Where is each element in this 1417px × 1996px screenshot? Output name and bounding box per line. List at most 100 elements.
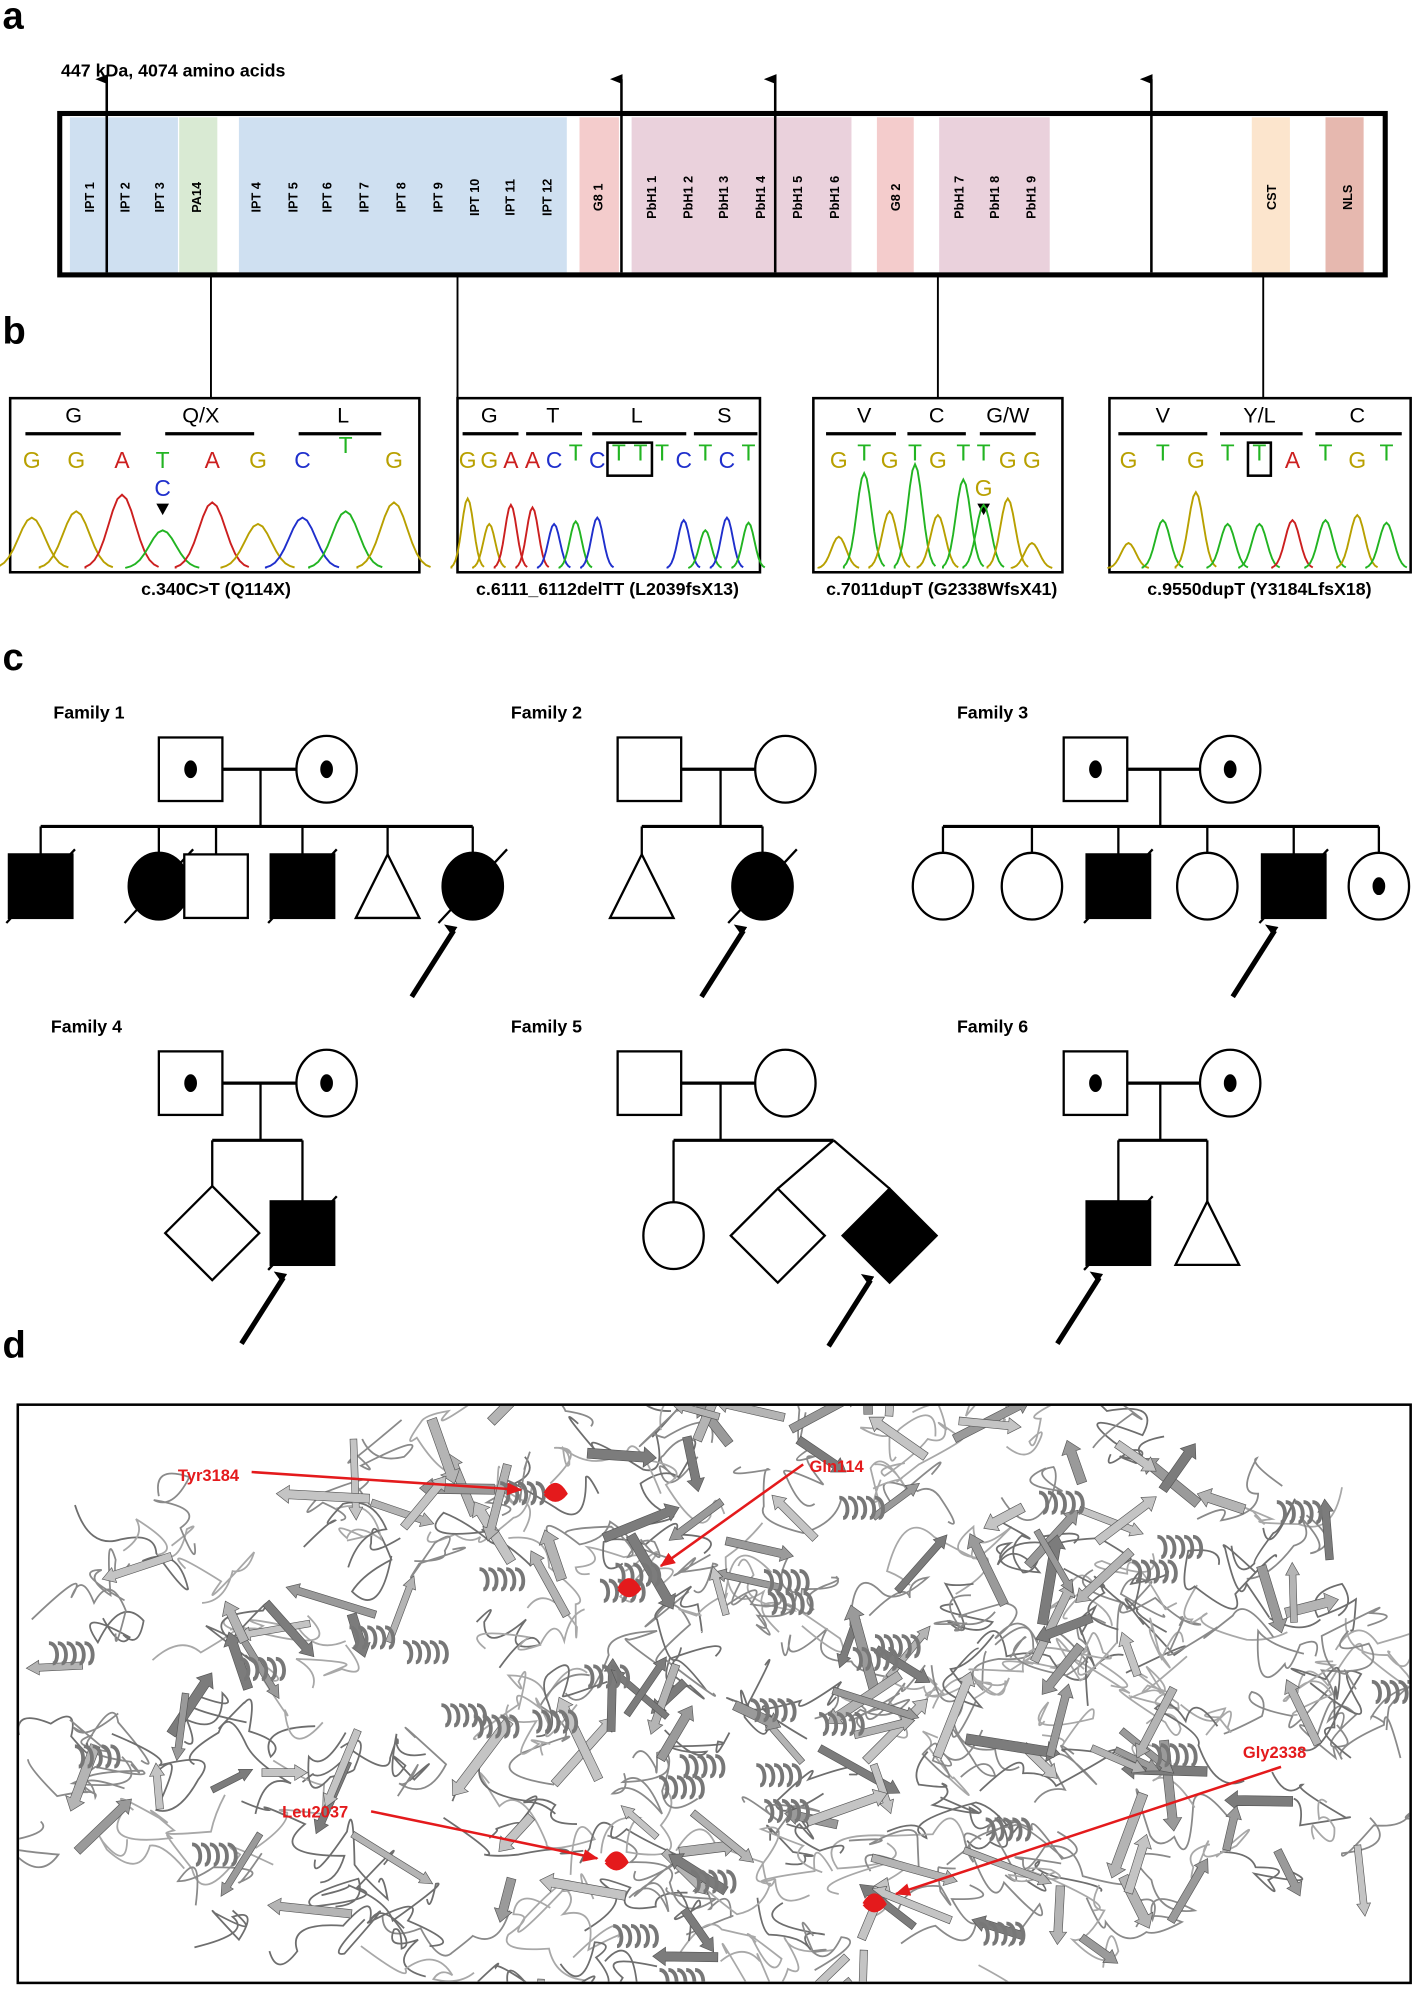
domain-label-pbh1-6: PbH1 6 xyxy=(828,176,842,219)
panel-label-d: d xyxy=(3,1324,26,1367)
beta-strand xyxy=(539,1872,627,1901)
base-call-T: T xyxy=(908,439,922,465)
family-label: Family 4 xyxy=(51,1016,122,1036)
loop-strand xyxy=(1298,1669,1363,1752)
loop-strand xyxy=(561,1405,594,1427)
alpha-helix xyxy=(615,1562,662,1587)
trace-peak-A xyxy=(1271,518,1314,569)
domain-label-pbh1-8: PbH1 8 xyxy=(988,176,1002,219)
domain-block xyxy=(939,117,1050,273)
alpha-helix xyxy=(1131,1559,1178,1584)
carrier-dot xyxy=(1089,1074,1102,1093)
loop-strand xyxy=(1271,1771,1352,1827)
loop-strand xyxy=(307,1732,362,1789)
loop-strand xyxy=(502,1456,600,1516)
ribbon-model xyxy=(19,1405,1410,1982)
base-call-A: A xyxy=(205,447,221,473)
beta-strand xyxy=(673,1405,721,1421)
domain-label-pbh1-4: PbH1 4 xyxy=(754,176,768,219)
amino-acid-label: Q/X xyxy=(182,402,219,427)
beta-strand xyxy=(1033,1528,1074,1594)
female-circle xyxy=(754,1048,817,1118)
alpha-helix xyxy=(838,1495,885,1520)
base-call-T: T xyxy=(1380,439,1394,465)
loop-strand xyxy=(814,1664,926,1721)
chromatogram-panel-3: V C G/WG T G T G T T G GGc.7011dupT (G2338WfsX41) xyxy=(812,396,1064,599)
amino-acid-label: L xyxy=(337,402,349,427)
family-label: Family 2 xyxy=(511,702,582,722)
beta-strand xyxy=(732,1700,782,1731)
trace-peak-G xyxy=(817,535,860,569)
residue-pointer-arrow xyxy=(251,1470,523,1496)
trace-peak-G xyxy=(356,501,431,569)
trace-peak-G xyxy=(916,513,959,569)
domain-label-ipt-6: IPT 6 xyxy=(321,182,335,212)
amino-acid-label: C xyxy=(1349,402,1365,427)
loop-strand xyxy=(872,1421,964,1490)
loop-strand xyxy=(628,1860,678,1913)
base-call-T: T xyxy=(569,439,583,465)
variant-caption: c.9550dupT (Y3184LfsX18) xyxy=(1147,579,1371,599)
trace-peak-G xyxy=(450,496,485,569)
highlighted-residue xyxy=(862,1893,887,1913)
carrier-dot xyxy=(1223,1074,1237,1093)
loop-strand xyxy=(350,1527,401,1601)
base-call-C: C xyxy=(546,447,563,473)
pregnancy-loss-triangle xyxy=(1173,1198,1241,1267)
loop-strand xyxy=(389,1914,426,1978)
domain-label-ipt-1: IPT 1 xyxy=(83,182,97,212)
alpha-helix xyxy=(191,1842,238,1867)
domain-label-ipt-10: IPT 10 xyxy=(468,179,482,216)
trace-peak-G xyxy=(220,522,295,569)
chromatogram-frame xyxy=(456,396,762,574)
unknown-sex-diamond xyxy=(163,1184,261,1282)
pedigree-family-5: Family 5 xyxy=(511,1016,939,1348)
loop-strand xyxy=(1290,1666,1352,1759)
base-call-T: T xyxy=(857,439,871,465)
loop-strand xyxy=(122,1518,195,1559)
mutation-box xyxy=(1246,441,1273,477)
beta-strand xyxy=(1196,1488,1247,1515)
loop-strand xyxy=(397,1726,448,1797)
domain-label-pbh1-2: PbH1 2 xyxy=(682,176,696,219)
panel-label-b: b xyxy=(3,310,26,353)
loop-strand xyxy=(733,1466,843,1534)
loop-strand xyxy=(476,1608,585,1651)
loop-strand xyxy=(646,1405,672,1412)
loop-strand xyxy=(1183,1584,1288,1641)
beta-strand xyxy=(647,1662,681,1735)
beta-strand xyxy=(884,1405,894,1417)
base-call-T: T xyxy=(698,439,712,465)
loop-strand xyxy=(483,1451,531,1517)
alpha-helix xyxy=(979,1921,1026,1946)
alpha-helix xyxy=(679,1754,726,1779)
beta-strand xyxy=(1285,1561,1300,1623)
base-call-T: T xyxy=(655,439,669,465)
domain-label-pa14: PA14 xyxy=(190,182,204,213)
loop-strand xyxy=(559,1941,610,1982)
beta-strand xyxy=(322,1728,362,1808)
trace-peak-G xyxy=(1335,513,1379,569)
beta-strand xyxy=(1048,1885,1068,1946)
alpha-helix xyxy=(874,1634,921,1659)
carrier-dot xyxy=(1372,877,1386,896)
variant-caption: c.7011dupT (G2338WfsX41) xyxy=(826,579,1057,599)
trace-peak-G xyxy=(1107,541,1150,569)
beta-strand xyxy=(689,1809,755,1863)
loop-strand xyxy=(731,1580,795,1636)
loop-strand xyxy=(303,1501,388,1568)
alpha-helix xyxy=(239,1656,286,1682)
loop-strand xyxy=(1196,1456,1283,1522)
loop-strand xyxy=(1310,1798,1336,1843)
loop-strand xyxy=(1002,1522,1080,1574)
beta-strand xyxy=(788,1405,852,1434)
loop-strand xyxy=(801,1921,852,1971)
beta-strand xyxy=(262,1599,315,1658)
base-call-T: T xyxy=(1221,439,1235,465)
base-call-G: G xyxy=(23,447,41,473)
loop-strand xyxy=(74,1504,190,1591)
residue-pointer-arrow xyxy=(894,1765,1282,1896)
protein-bar xyxy=(57,110,1388,278)
loop-strand xyxy=(1124,1598,1187,1674)
alpha-helix xyxy=(818,1711,865,1737)
